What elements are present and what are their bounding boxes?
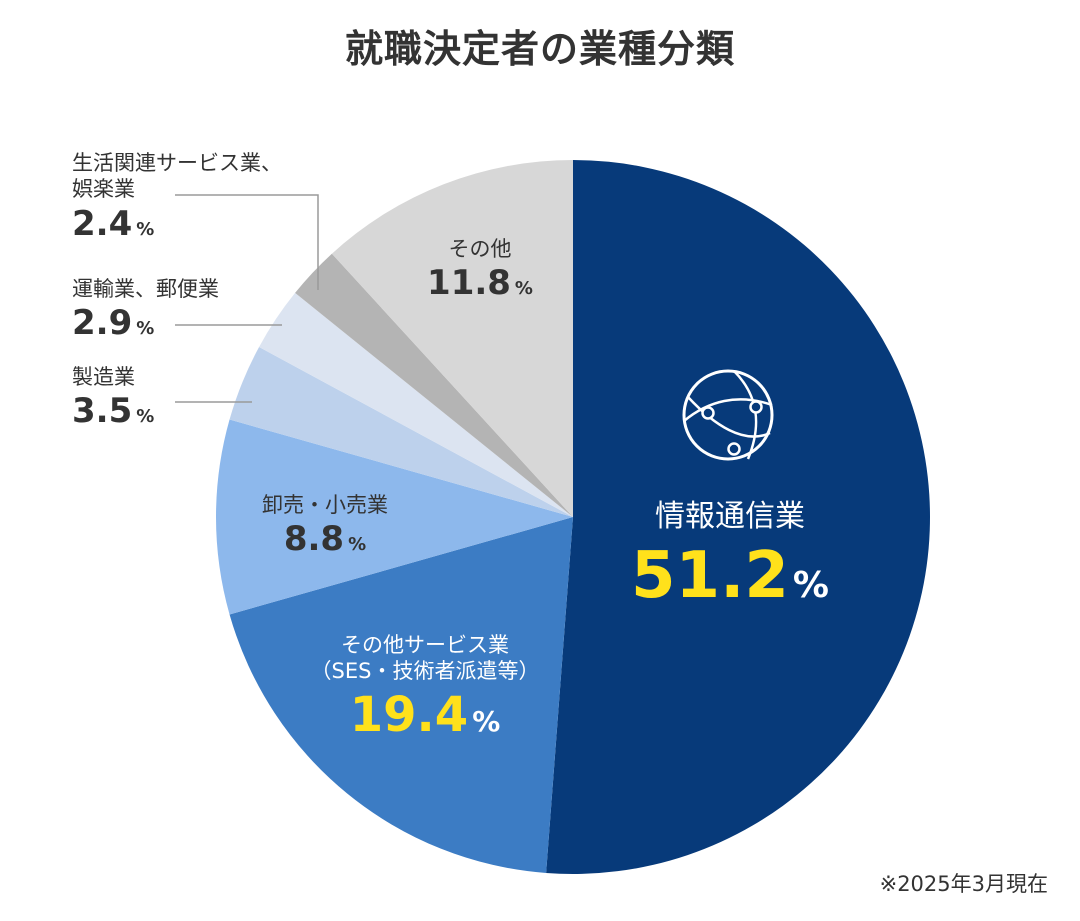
slice-other-services [229, 517, 573, 873]
slice-lifestyle-entertainment [295, 253, 573, 517]
label-wholesale-retail-name: 卸売・小売業 [262, 493, 388, 517]
label-other-services-sub: （SES・技術者派遣等） [310, 659, 540, 684]
label-transport-postal-name: 運輸業、郵便業 [72, 277, 219, 301]
label-other-name: その他 [448, 237, 512, 261]
label-transport-postal: 運輸業、郵便業 2.9% [72, 276, 219, 345]
label-other-services: その他サービス業 （SES・技術者派遣等） 19.4% [275, 632, 575, 745]
slice-manufacturing [229, 346, 573, 517]
label-info-comm-value: 51.2 [631, 538, 789, 613]
label-wholesale-retail-unit: % [348, 534, 367, 556]
label-info-comm-name: 情報通信業 [655, 499, 805, 534]
slice-wholesale-retail [215, 419, 573, 615]
label-lifestyle-entertainment-name: 生活関連サービス業、 [72, 151, 282, 175]
label-info-comm: 情報通信業 51.2% [600, 498, 860, 616]
label-lifestyle-entertainment: 生活関連サービス業、 娯楽業 2.4% [72, 150, 282, 245]
label-manufacturing: 製造業 3.5% [72, 364, 154, 433]
label-transport-postal-value: 2.9 [72, 303, 133, 344]
label-lifestyle-entertainment-sub: 娯楽業 [72, 177, 135, 202]
label-other: その他 11.8% [400, 236, 560, 305]
label-info-comm-unit: % [792, 564, 829, 606]
label-manufacturing-name: 製造業 [72, 365, 135, 389]
label-transport-postal-unit: % [136, 318, 155, 340]
label-lifestyle-entertainment-value: 2.4 [72, 203, 133, 244]
label-manufacturing-value: 3.5 [72, 391, 133, 432]
leader-lifestyle [175, 194, 319, 290]
slice-other [331, 160, 573, 517]
date-note: ※2025年3月現在 [879, 872, 1048, 896]
globe-network-icon [682, 369, 774, 461]
label-manufacturing-unit: % [136, 406, 155, 428]
label-lifestyle-entertainment-unit: % [136, 218, 155, 240]
label-wholesale-retail: 卸売・小売業 8.8% [225, 492, 425, 561]
label-other-services-value: 19.4 [349, 686, 469, 743]
slice-transport-postal [259, 292, 573, 517]
label-other-services-unit: % [472, 704, 501, 738]
label-other-value: 11.8 [427, 263, 511, 304]
chart-title: 就職決定者の業種分類 [344, 27, 735, 71]
slice-info-comm [546, 160, 930, 874]
label-other-unit: % [514, 278, 533, 300]
label-other-services-name: その他サービス業 [341, 633, 509, 657]
label-wholesale-retail-value: 8.8 [283, 519, 345, 560]
